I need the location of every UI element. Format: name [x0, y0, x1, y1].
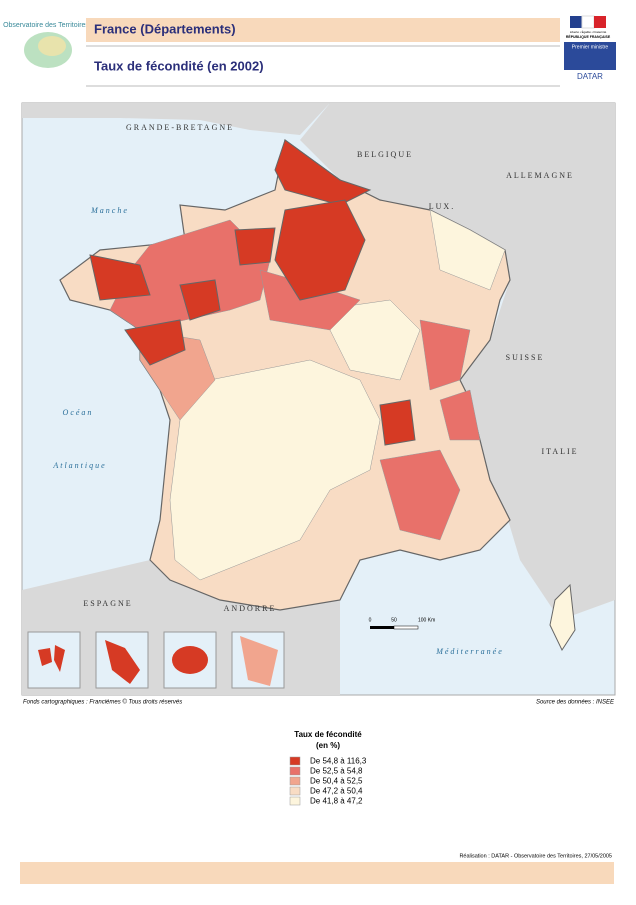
- legend: Taux de fécondité (en %) De 54,8 à 116,3…: [289, 730, 367, 806]
- scale-bar: 0 50 100 Km: [369, 617, 435, 630]
- land-east: [300, 103, 615, 620]
- sea-label: Océan: [63, 408, 94, 417]
- legend-unit: (en %): [316, 741, 340, 750]
- map-label: ITALIE: [541, 447, 578, 456]
- legend-swatch: [289, 786, 301, 796]
- legend-swatch: [289, 796, 301, 806]
- map-label: ALLEMAGNE: [506, 171, 574, 180]
- map-label: ANDORRE: [224, 604, 277, 613]
- zone-high: [439, 389, 481, 441]
- map-label: BELGIQUE: [357, 150, 413, 159]
- map-label: SUISSE: [506, 353, 545, 362]
- zone-top: [179, 279, 221, 321]
- title: Taux de fécondité (en 2002): [94, 58, 264, 73]
- logo-text: Observatoire des Territoires: [3, 22, 89, 29]
- zone-low: [169, 359, 381, 581]
- legend-title: Taux de fécondité: [294, 730, 362, 739]
- legend-label: De 41,8 à 47,2: [310, 797, 363, 806]
- footer-credit: Réalisation : DATAR - Observatoire des T…: [459, 853, 612, 859]
- zone-high: [419, 319, 471, 391]
- map-label: ESPAGNE: [83, 599, 132, 608]
- map: GRANDE-BRETAGNE BELGIQUE ALLEMAGNE LUX. …: [21, 102, 616, 696]
- zone-top: [274, 199, 366, 301]
- sea-label: Manche: [90, 206, 129, 215]
- legend-label: De 47,2 à 50,4: [310, 787, 363, 796]
- zone-low: [429, 209, 506, 291]
- zone-low: [319, 299, 421, 381]
- scale-label: 100 Km: [418, 617, 435, 623]
- subtitle-band: [86, 18, 560, 42]
- legend-swatch: [289, 776, 301, 786]
- sea-label: Atlantique: [52, 461, 106, 470]
- sea-label: Méditerranée: [435, 647, 504, 656]
- source: Source des données : INSEE: [536, 700, 615, 706]
- motto: Liberté • Égalité • Fraternité: [570, 29, 607, 34]
- footer-band: [20, 862, 614, 884]
- zone-top: [124, 319, 186, 366]
- agency: DATAR: [577, 72, 603, 81]
- legend-label: De 52,5 à 54,8: [310, 767, 363, 776]
- logo-left: Observatoire des Territoires: [3, 22, 89, 68]
- credit: Fonds cartographiques : Franciémes © Tou…: [23, 699, 182, 706]
- map-label: LUX.: [429, 202, 455, 211]
- legend-swatch: [289, 766, 301, 776]
- corsica: [549, 583, 576, 652]
- subtitle: France (Départements): [94, 21, 236, 36]
- legend-label: De 54,8 à 116,3: [310, 757, 367, 766]
- zone-top: [379, 399, 416, 446]
- logo-right: Liberté • Égalité • Fraternité RÉPUBLIQU…: [564, 15, 616, 81]
- republic: RÉPUBLIQUE FRANÇAISE: [566, 34, 611, 39]
- zone-top: [234, 227, 276, 266]
- land-uk: [22, 103, 330, 135]
- zone-top: [89, 254, 151, 301]
- legend-label: De 50,4 à 52,5: [310, 777, 363, 786]
- scale-label: 0: [369, 617, 372, 623]
- overseas-insets: [27, 631, 285, 689]
- zone-high: [379, 449, 461, 541]
- legend-swatch: [289, 756, 301, 766]
- scale-label: 50: [391, 617, 397, 623]
- map-label: GRANDE-BRETAGNE: [126, 123, 234, 132]
- office: Premier ministre: [572, 44, 609, 50]
